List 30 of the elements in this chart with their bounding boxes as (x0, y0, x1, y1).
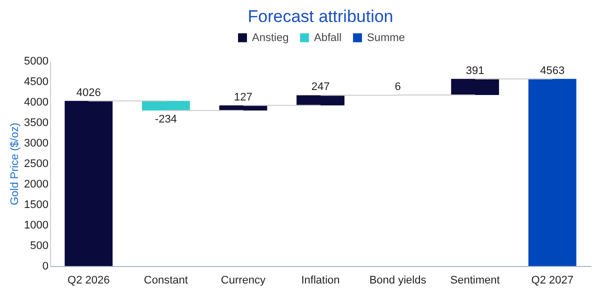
y-tick-label: 4500 (24, 76, 48, 88)
legend-label: Summe (367, 32, 405, 44)
x-tick-label: Bond yields (369, 274, 427, 286)
y-tick-label: 3500 (24, 117, 48, 129)
x-tick-label: Inflation (301, 274, 340, 286)
chart-title: Forecast attribution (248, 7, 394, 26)
y-tick-label: 2500 (24, 158, 48, 170)
y-tick-label: 2000 (24, 178, 48, 190)
y-axis-title: Gold Price ($/oz) (9, 122, 22, 206)
y-tick-label: 5000 (24, 56, 48, 68)
y-tick-label: 3000 (24, 138, 48, 150)
data-label: 127 (234, 91, 252, 104)
data-label: -234 (154, 114, 177, 126)
data-label: 391 (466, 64, 484, 77)
x-tick-label: Currency (220, 274, 266, 286)
x-tick-label: Q2 2027 (531, 274, 574, 286)
legend-label: Abfall (314, 32, 342, 44)
y-tick-label: 4000 (24, 96, 48, 108)
x-tick-label: Constant (144, 274, 188, 286)
data-label: 6 (394, 80, 401, 93)
y-tick-label: 1500 (24, 199, 48, 211)
data-label: 4563 (540, 64, 565, 77)
data-label: 247 (311, 81, 330, 94)
y-tick-label: 1000 (24, 220, 48, 232)
data-label: 4026 (76, 86, 101, 99)
legend-label: Anstieg (252, 32, 289, 44)
x-tick-label: Sentiment (450, 274, 500, 286)
y-tick-label: 0 (42, 260, 48, 272)
y-tick-label: 500 (30, 240, 48, 252)
x-tick-label: Q2 2026 (68, 274, 110, 286)
